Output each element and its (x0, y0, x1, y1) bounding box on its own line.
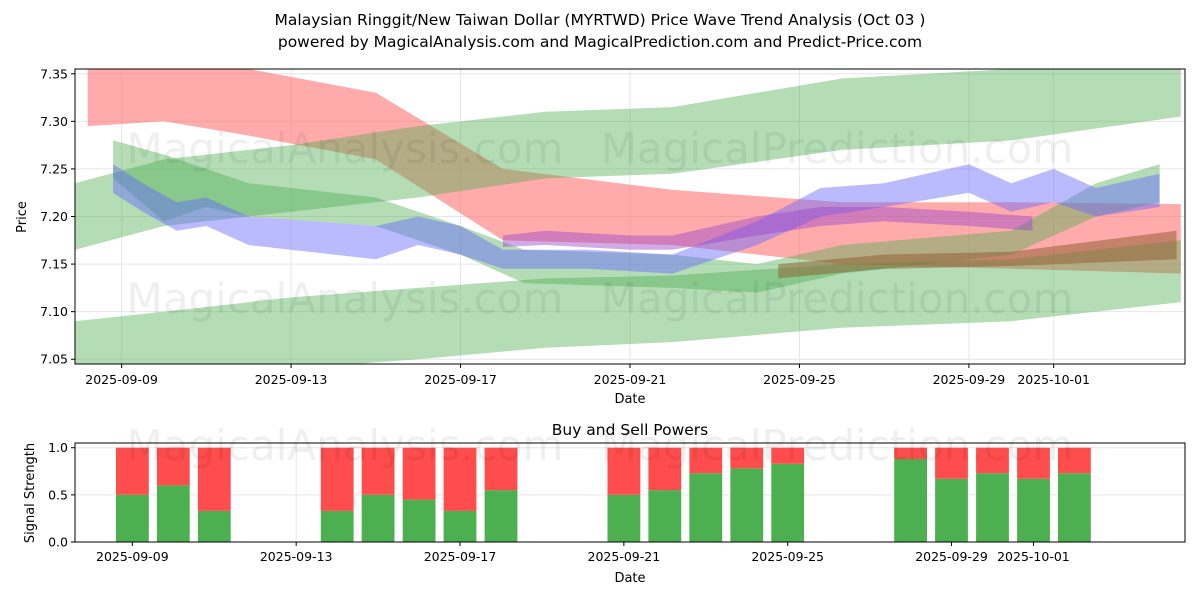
sell-power-bar (730, 447, 764, 469)
signal-xtick-label: 2025-09-17 (424, 549, 497, 564)
price-xtick-label: 2025-09-09 (85, 372, 158, 387)
price-ytick-label: 7.10 (40, 304, 68, 319)
watermark-text: MagicalAnalysis.com (127, 124, 564, 173)
green-lower-band (75, 240, 1181, 364)
price-yaxis-label: Price (15, 201, 30, 233)
price-xtick-label: 2025-09-21 (594, 372, 667, 387)
sell-power-bar (116, 447, 149, 495)
signal-ytick-label: 1.0 (48, 440, 68, 455)
price-ytick-label: 7.20 (40, 209, 68, 224)
purple-overlap-band (502, 207, 1033, 250)
sell-power-bar (771, 447, 805, 464)
buy-power-bar (443, 510, 477, 542)
price-xtick-label: 2025-09-25 (763, 372, 836, 387)
price-xtick-label: 2025-09-29 (933, 372, 1006, 387)
chart-title-line2: powered by MagicalAnalysis.com and Magic… (278, 33, 922, 51)
sell-power-bar (1017, 447, 1050, 479)
buy-power-bar (197, 510, 231, 542)
signal-xtick-label: 2025-09-29 (915, 549, 988, 564)
buy-power-bar (320, 510, 354, 542)
price-ytick-label: 7.25 (40, 161, 68, 176)
watermark-text: MagicalAnalysis.com (127, 274, 564, 323)
sell-power-bar (1058, 447, 1091, 474)
price-ytick-label: 7.05 (40, 352, 68, 367)
signal-xtick-label: 2025-10-01 (997, 549, 1070, 564)
price-xtick-label: 2025-09-17 (424, 372, 497, 387)
sell-power-bar (689, 447, 723, 474)
signal-xtick-label: 2025-09-13 (260, 549, 333, 564)
sell-power-bar (443, 447, 477, 511)
buy-power-bar (771, 463, 805, 542)
signal-yaxis-label: Signal Strength (23, 443, 38, 543)
sell-power-bar (894, 447, 927, 459)
signal-xaxis-label: Date (614, 571, 645, 586)
signal-xtick-label: 2025-09-09 (96, 549, 169, 564)
watermark-text: MagicalPrediction.com (601, 124, 1074, 173)
signal-xtick-label: 2025-09-25 (751, 549, 824, 564)
price-ytick-label: 7.15 (40, 257, 68, 272)
sell-power-bar (361, 447, 395, 495)
sell-power-bar (156, 447, 190, 486)
sell-power-bar (935, 447, 968, 479)
signal-panel: Buy and Sell Powers MagicalAnalysis.com M… (23, 421, 1186, 586)
price-xtick-label: 2025-09-13 (255, 372, 328, 387)
brown-overlap-band (778, 230, 1177, 279)
sell-power-bar (402, 447, 436, 500)
green-upper-band (75, 69, 1181, 250)
buy-power-bar (484, 490, 518, 542)
sell-power-bar (976, 447, 1009, 474)
sell-power-bar (197, 447, 231, 511)
watermark-text: MagicalPrediction.com (601, 274, 1074, 323)
blue-wave-band (113, 164, 1160, 274)
price-ytick-label: 7.35 (40, 66, 68, 81)
signal-ytick-label: 0.5 (48, 487, 68, 502)
signal-ytick-label: 0.0 (48, 535, 68, 550)
buy-power-bar (1058, 473, 1091, 542)
sell-power-bar (607, 447, 641, 495)
price-xaxis-label: Date (614, 392, 645, 407)
watermark-text: MagicalPrediction.com (601, 421, 1074, 470)
buy-power-bar (607, 494, 641, 542)
signal-panel-title: Buy and Sell Powers (552, 421, 709, 439)
buy-power-bar (156, 485, 190, 542)
price-xtick-label: 2025-10-01 (1017, 372, 1090, 387)
buy-power-bar (689, 473, 723, 542)
buy-power-bar (976, 473, 1009, 542)
watermark-text: MagicalAnalysis.com (127, 421, 564, 470)
buy-power-bar (116, 494, 149, 542)
signal-xtick-label: 2025-09-21 (588, 549, 661, 564)
buy-power-bar (402, 499, 436, 542)
buy-power-bar (648, 490, 682, 542)
sell-power-bar (484, 447, 518, 491)
chart-title-line1: Malaysian Ringgit/New Taiwan Dollar (MYR… (275, 11, 926, 29)
buy-power-bar (1017, 478, 1050, 542)
buy-power-bar (730, 468, 764, 542)
price-panel: MagicalAnalysis.com MagicalPrediction.com… (15, 66, 1186, 407)
buy-power-bar (935, 478, 968, 542)
price-ytick-label: 7.30 (40, 114, 68, 129)
signal-panel-frame (74, 442, 1186, 543)
red-downtrend-band (87, 69, 1181, 274)
sell-power-bar (320, 447, 354, 511)
buy-power-bar (361, 494, 395, 542)
buy-power-bar (894, 459, 927, 542)
sell-power-bar (648, 447, 682, 491)
